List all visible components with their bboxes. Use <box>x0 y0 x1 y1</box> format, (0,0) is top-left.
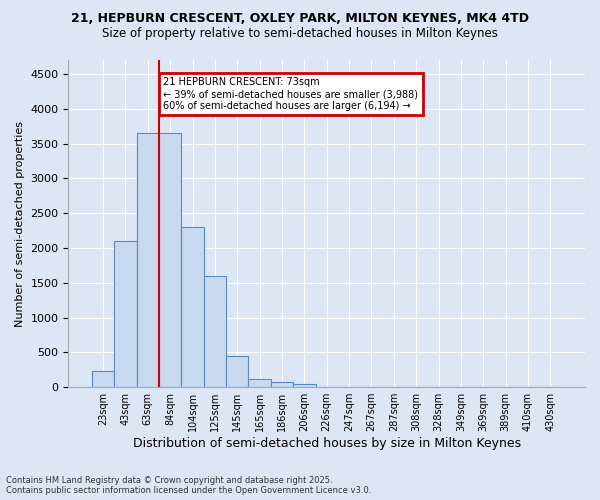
X-axis label: Distribution of semi-detached houses by size in Milton Keynes: Distribution of semi-detached houses by … <box>133 437 521 450</box>
Bar <box>92 371 114 387</box>
Bar <box>204 276 226 387</box>
Bar <box>181 227 204 387</box>
Bar <box>137 133 159 387</box>
Text: Contains HM Land Registry data © Crown copyright and database right 2025.
Contai: Contains HM Land Registry data © Crown c… <box>6 476 371 495</box>
Title: 21, HEPBURN CRESCENT, OXLEY PARK, MILTON KEYNES, MK4 4TD
Size of property relati: 21, HEPBURN CRESCENT, OXLEY PARK, MILTON… <box>0 499 1 500</box>
Bar <box>159 133 181 387</box>
Bar <box>271 382 293 387</box>
Text: 21 HEPBURN CRESCENT: 73sqm
← 39% of semi-detached houses are smaller (3,988)
60%: 21 HEPBURN CRESCENT: 73sqm ← 39% of semi… <box>163 78 418 110</box>
Text: Size of property relative to semi-detached houses in Milton Keynes: Size of property relative to semi-detach… <box>102 28 498 40</box>
Bar <box>226 356 248 387</box>
Y-axis label: Number of semi-detached properties: Number of semi-detached properties <box>15 120 25 326</box>
Bar <box>114 241 137 387</box>
Text: 21, HEPBURN CRESCENT, OXLEY PARK, MILTON KEYNES, MK4 4TD: 21, HEPBURN CRESCENT, OXLEY PARK, MILTON… <box>71 12 529 26</box>
Bar <box>293 384 316 387</box>
Bar <box>248 378 271 387</box>
